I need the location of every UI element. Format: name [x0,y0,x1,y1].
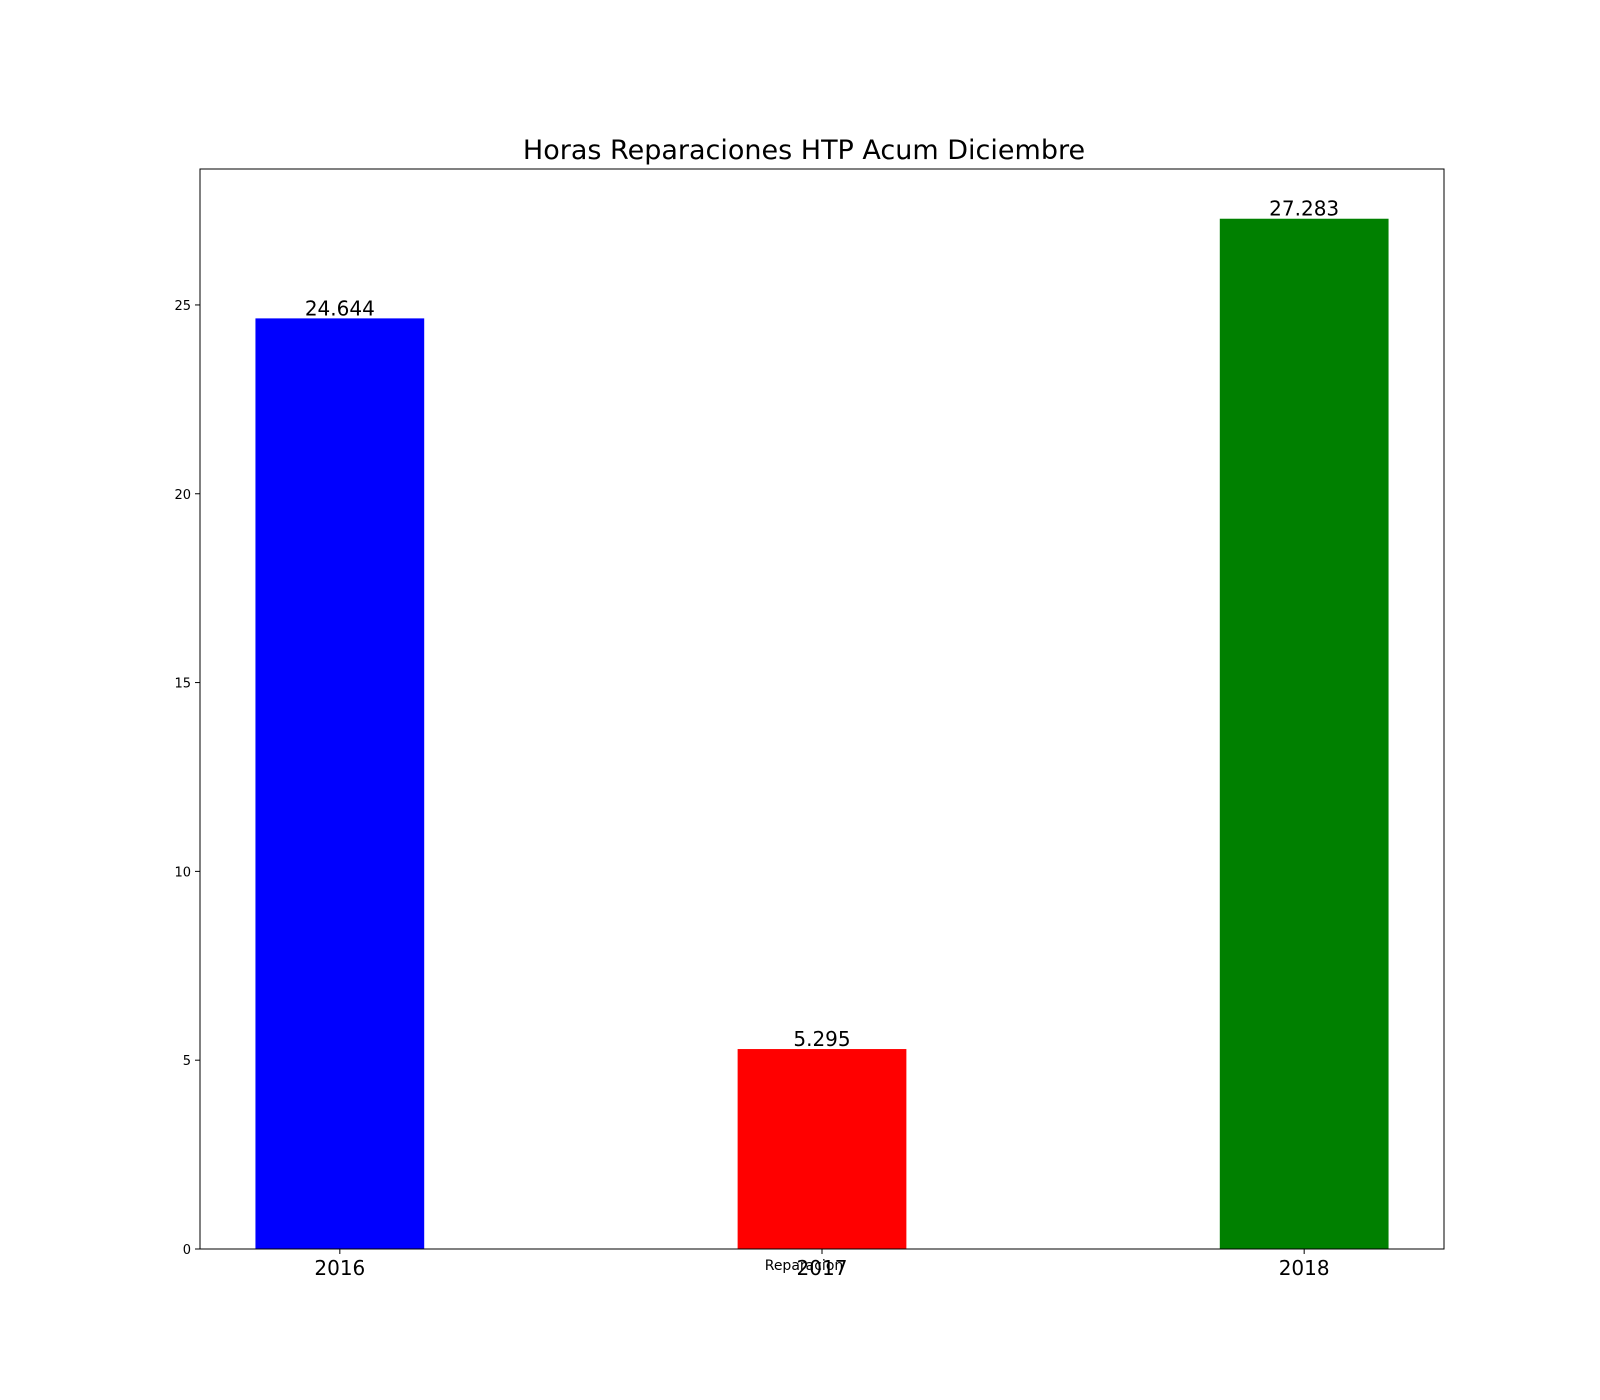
y-tick-label-10: 10 [174,865,191,880]
y-axis: 0 5 10 15 20 25 [174,299,200,1258]
y-tick-label-0: 0 [183,1243,191,1258]
data-label-2016: 24.644 [305,296,375,320]
data-labels-layer: 24.644 5.295 27.283 [305,197,1339,1051]
data-label-2017: 5.295 [793,1027,850,1051]
bar-2018 [1219,218,1389,1249]
x-tick-label-2017: 2017 [797,1256,848,1280]
data-label-2018: 27.283 [1269,197,1339,221]
y-tick-label-15: 15 [174,677,191,692]
chart-title: Horas Reparaciones HTP Acum Diciembre [523,135,1085,166]
bar-2017 [737,1049,907,1249]
x-axis-label: Reparacion [765,1258,844,1274]
y-tick-label-20: 20 [174,488,191,503]
bars-layer [255,218,1389,1249]
x-axis: 2016 2017 2018 [314,1249,1330,1280]
y-tick-label-5: 5 [183,1054,191,1069]
bar-2016 [255,318,425,1249]
y-tick-label-25: 25 [174,299,191,314]
x-tick-label-2018: 2018 [1279,1256,1330,1280]
x-tick-label-2016: 2016 [314,1256,365,1280]
